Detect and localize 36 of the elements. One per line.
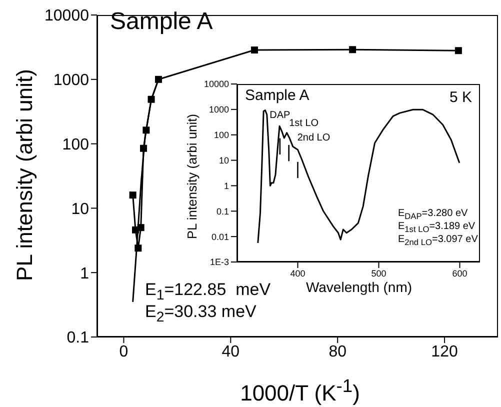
- x-tick-label: 120: [431, 343, 458, 360]
- annotation: DAP: [270, 110, 291, 122]
- x-tick-label: 600: [452, 268, 468, 278]
- x-tick-label: 0: [119, 343, 128, 360]
- annotation: E$_{1}$=122.85 meV: [145, 280, 271, 304]
- y-tick-label: 0.1: [66, 330, 90, 347]
- y-tick-label: 100: [214, 130, 229, 140]
- annotation: E$_{2}$=30.33 meV: [145, 302, 256, 326]
- annotation: E$_{1st LO}$=3.189 eV: [398, 221, 476, 234]
- annotation: E$_{2nd LO}$=3.097 eV: [398, 234, 478, 247]
- y-tick-label: 10000: [44, 8, 90, 25]
- y-tick-label: 10: [218, 155, 229, 166]
- y-tick-label: 0.1: [216, 206, 229, 216]
- annotation: 1st LO: [289, 118, 319, 129]
- y-axis-title: PL intensity (arbi unit): [184, 114, 200, 240]
- y-tick-label: 1: [224, 180, 229, 191]
- y-tick-label: 1000: [53, 72, 90, 90]
- y-tick-label: 10: [71, 200, 90, 218]
- y-tick-label: 1E-3: [210, 257, 229, 268]
- x-axis-title: 1000/T (K$^{-1}$): [239, 374, 361, 406]
- x-tick-label: 400: [290, 268, 306, 278]
- annotation: Sample A: [245, 87, 310, 105]
- annotation: Sample A: [110, 8, 213, 37]
- y-tick-label: 1000: [208, 104, 229, 115]
- annotation: E$_{DAP}$=3.280 eV: [398, 208, 468, 221]
- y-tick-label: 0.01: [211, 232, 229, 242]
- x-tick-label: 80: [328, 343, 347, 360]
- x-tick-label: 500: [371, 268, 386, 278]
- y-tick-label: 1: [80, 265, 90, 282]
- y-tick-label: 10000: [204, 79, 229, 90]
- y-axis-title: PL intensity (arbi unit): [12, 68, 38, 283]
- annotation: 5 K: [449, 89, 472, 107]
- annotation: 2nd LO: [297, 132, 330, 144]
- y-tick-label: 100: [62, 136, 90, 154]
- x-tick-label: 40: [222, 343, 240, 360]
- x-axis-title: Wavelength (nm): [306, 279, 412, 296]
